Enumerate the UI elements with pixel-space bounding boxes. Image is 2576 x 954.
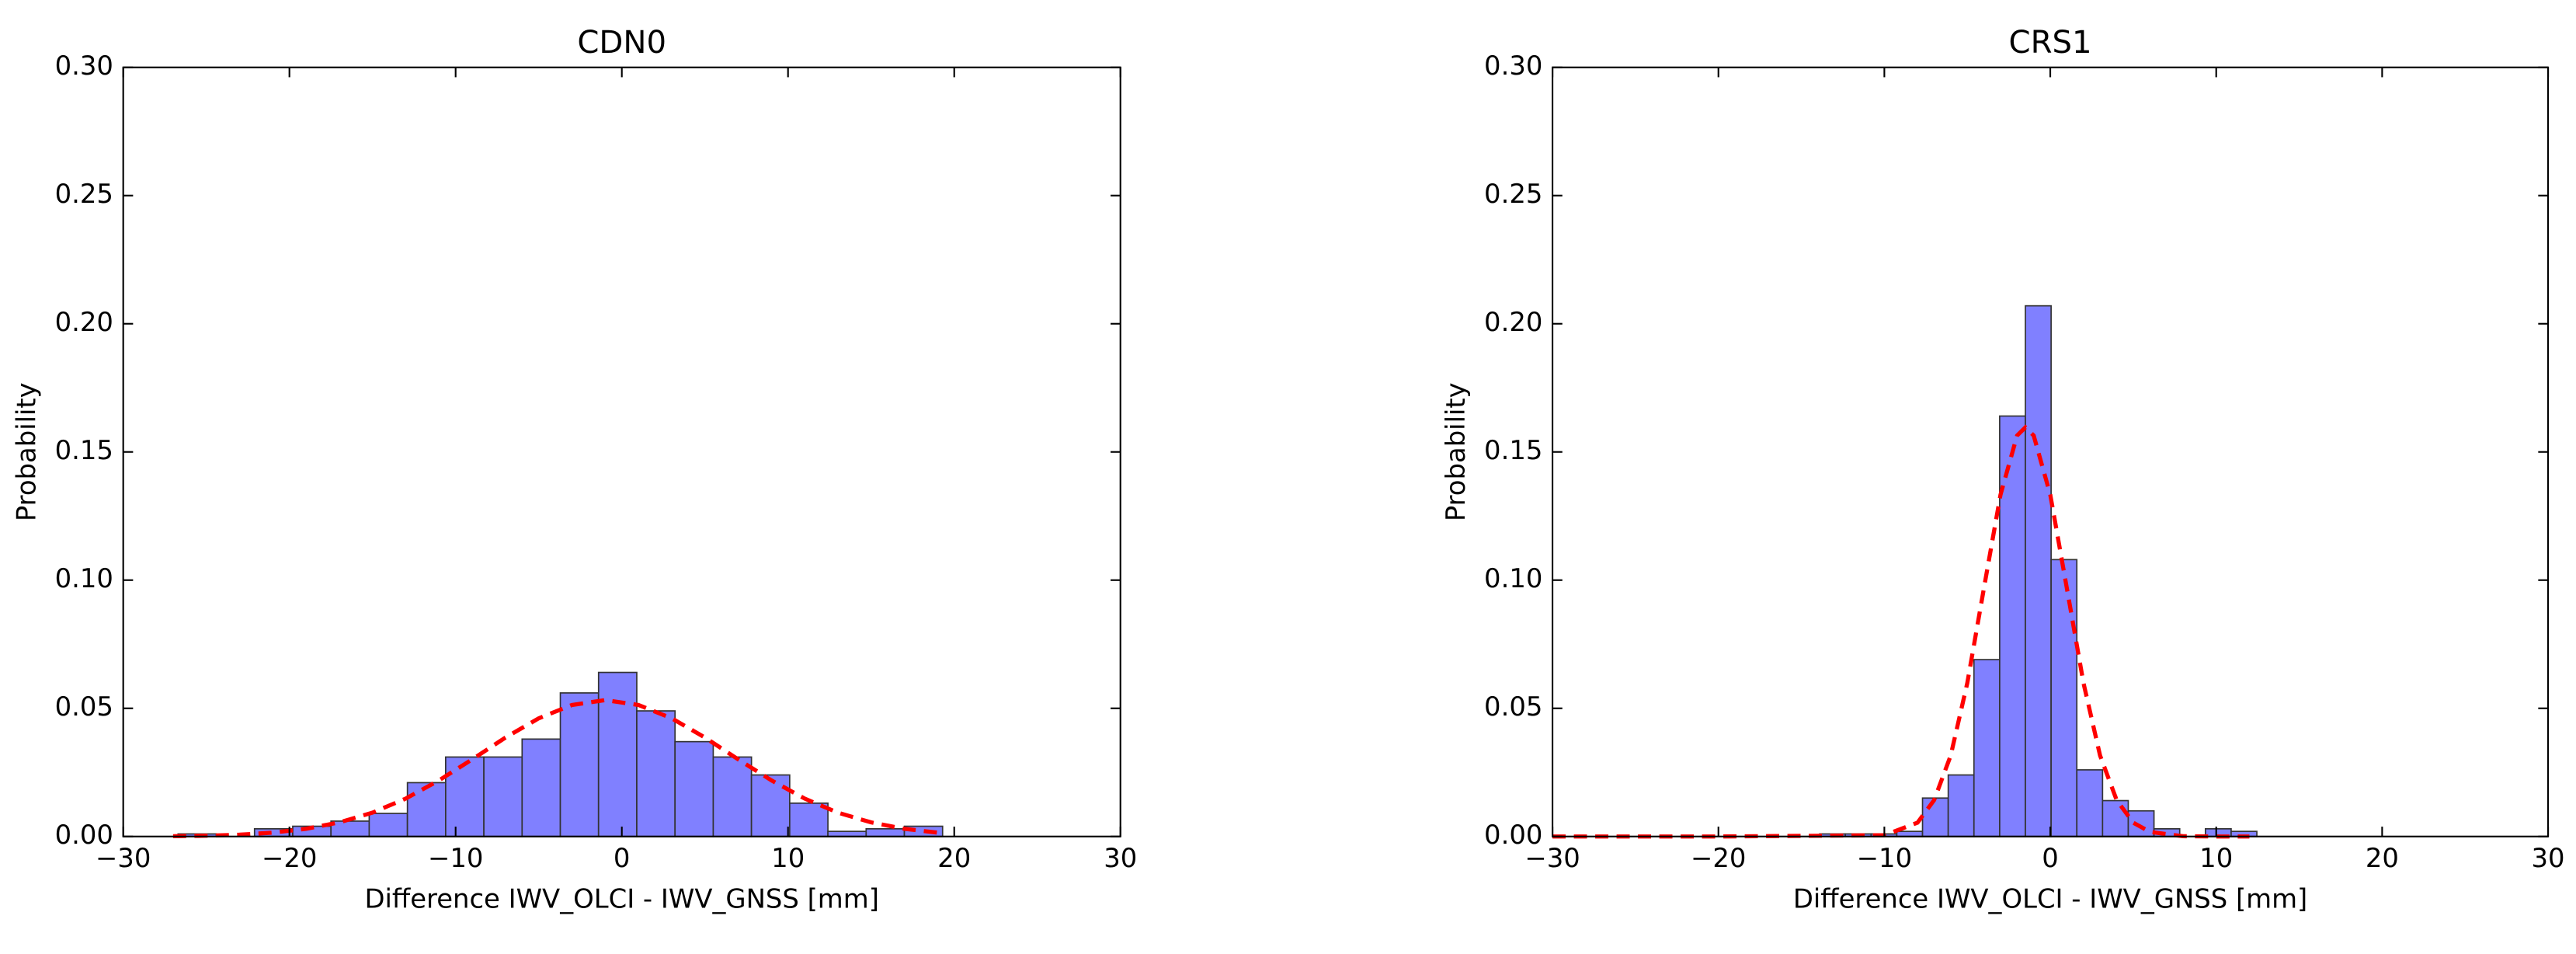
- chart: −30 −20 −10 0 10 20 30 0.00 0.05 0.10 0.15 0.20 0.25…: [11, 25, 1137, 914]
- bar: [368, 813, 408, 837]
- bar: [1973, 659, 2001, 837]
- bar: [865, 828, 906, 837]
- y-tick-label: 0.00: [1484, 820, 1542, 850]
- x-tick-label: −10: [428, 843, 483, 873]
- bar: [712, 756, 753, 837]
- y-tick-label: 0.25: [55, 179, 113, 209]
- chart: −30 −20 −10 0 10 20 30 0.00 0.05 0.10 0.15 0.20 0.25…: [1441, 25, 2565, 914]
- x-tick-label: −30: [1524, 843, 1580, 873]
- bar: [445, 756, 485, 837]
- x-tick-label: −20: [262, 843, 317, 873]
- fit-line: [172, 698, 938, 839]
- x-tick-label: 20: [937, 843, 971, 873]
- bar: [2025, 305, 2052, 837]
- y-tick-label: 0.20: [1484, 307, 1542, 337]
- x-tick-label: 0: [614, 843, 631, 873]
- bar: [750, 774, 791, 837]
- fit-line: [1552, 424, 2250, 839]
- bar: [521, 738, 561, 837]
- x-tick-label: 30: [2532, 843, 2565, 873]
- x-tick-label: −20: [1691, 843, 1746, 873]
- bar: [2101, 799, 2129, 837]
- y-tick-label: 0.10: [1484, 563, 1542, 594]
- x-tick-label: 20: [2366, 843, 2399, 873]
- chart-title: CRS1: [2009, 25, 2092, 61]
- bar: [330, 820, 370, 837]
- y-tick-label: 0.10: [55, 563, 113, 594]
- y-tick-label: 0.20: [55, 307, 113, 337]
- bar: [1947, 774, 1975, 837]
- x-tick-label: 30: [1104, 843, 1137, 873]
- bar: [483, 756, 523, 837]
- bar: [2050, 559, 2078, 837]
- bar: [636, 710, 676, 837]
- y-tick-label: 0.05: [1484, 691, 1542, 722]
- y-tick-label: 0.25: [1484, 179, 1542, 209]
- bar: [2076, 769, 2104, 837]
- y-tick-label: 0.15: [55, 435, 113, 465]
- x-tick-label: 10: [771, 843, 805, 873]
- bar: [1921, 797, 1949, 837]
- x-axis-label: Difference IWV_OLCI - IWV_GNSS [mm]: [1793, 884, 2307, 914]
- bar: [2127, 810, 2155, 837]
- x-tick-label: 10: [2199, 843, 2233, 873]
- y-tick-label: 0.00: [55, 820, 113, 850]
- bar: [559, 692, 600, 837]
- y-axis-label: Probability: [1441, 382, 1471, 521]
- bar: [597, 671, 638, 837]
- x-tick-label: −10: [1857, 843, 1912, 873]
- x-axis-label: Difference IWV_OLCI - IWV_GNSS [mm]: [364, 884, 878, 914]
- bar: [406, 782, 447, 837]
- y-tick-label: 0.30: [55, 50, 113, 81]
- bar: [789, 803, 829, 837]
- x-tick-label: −30: [96, 843, 151, 873]
- x-tick-label: 0: [2042, 843, 2059, 873]
- y-axis-label: Probability: [11, 382, 41, 521]
- y-tick-label: 0.05: [55, 691, 113, 722]
- bar: [674, 740, 714, 837]
- chart-title: CDN0: [577, 25, 666, 61]
- bar: [1999, 415, 2026, 837]
- y-tick-label: 0.30: [1484, 50, 1542, 81]
- y-tick-label: 0.15: [1484, 435, 1542, 465]
